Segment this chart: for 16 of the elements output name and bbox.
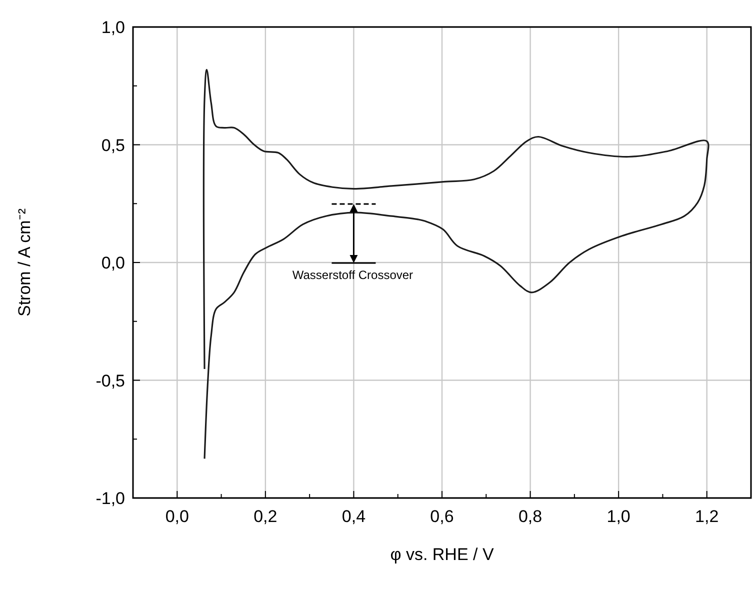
x-tick-label: 0,2: [254, 507, 278, 526]
y-tick-label: -0,5: [96, 371, 125, 390]
x-tick-label: 0,6: [430, 507, 454, 526]
y-tick-label: 0,0: [101, 254, 125, 272]
x-tick-label: 0,0: [165, 507, 189, 526]
y-axis-title: Strom / A cm⁻²: [15, 208, 34, 317]
x-tick-label: 1,0: [606, 507, 630, 526]
x-axis-title: φ vs. RHE / V: [390, 545, 494, 564]
y-tick-label: 0,5: [101, 136, 125, 155]
annotation: Wasserstoff Crossover: [292, 268, 414, 282]
line-series: [202, 68, 709, 460]
x-tick-label: 0,8: [518, 507, 542, 526]
y-tick-label: -1,0: [96, 489, 125, 508]
x-tick-label: 0,4: [342, 507, 366, 526]
y-tick-label: 1,0: [101, 18, 125, 37]
x-tick-label: 1,2: [695, 507, 719, 526]
